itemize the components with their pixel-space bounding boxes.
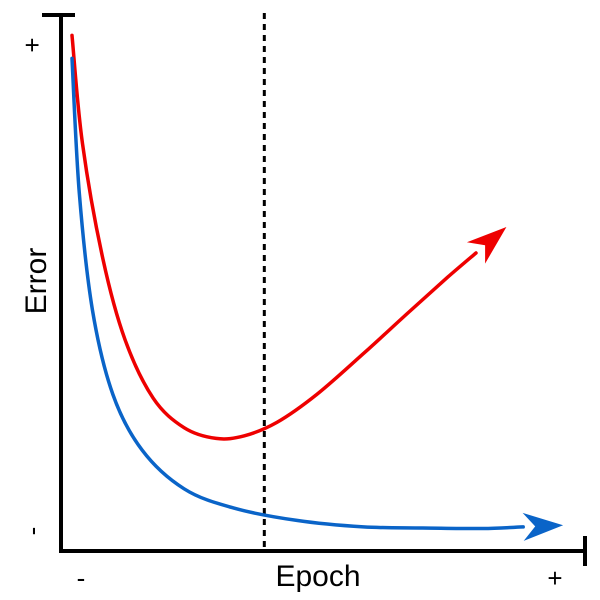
red-error-curve [70, 33, 478, 441]
x-tick-end: + [547, 563, 562, 593]
y-axis-title: Error [20, 248, 53, 315]
y-tick-bottom: - [17, 527, 47, 536]
red-error-curve-arrowhead [466, 227, 507, 264]
x-tick-start: - [77, 563, 86, 593]
plot-area [70, 13, 564, 551]
x-axis-title: Epoch [275, 560, 360, 593]
blue-error-curve [70, 56, 525, 531]
blue-error-curve-arrowhead [522, 512, 564, 541]
y-tick-top: + [17, 37, 47, 52]
